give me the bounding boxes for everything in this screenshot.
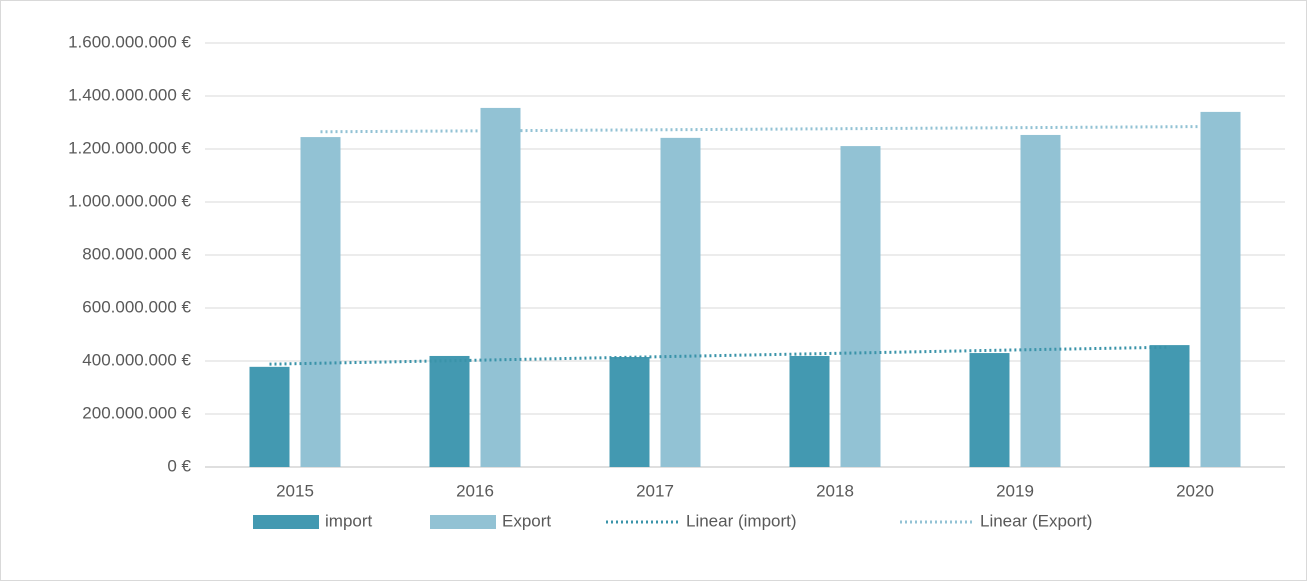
bar <box>660 137 701 467</box>
x-tick-label: 2019 <box>996 481 1034 500</box>
bar <box>1200 111 1241 468</box>
bar <box>1020 134 1061 467</box>
legend-label: Linear (import) <box>686 511 797 530</box>
bar <box>249 366 290 467</box>
bar <box>1149 345 1190 467</box>
x-tick-label: 2016 <box>456 481 494 500</box>
y-tick-label: 1.200.000.000 € <box>68 138 191 157</box>
legend-swatch <box>430 515 496 529</box>
bar <box>969 353 1010 467</box>
bar <box>609 357 650 467</box>
x-tick-label: 2018 <box>816 481 854 500</box>
y-tick-label: 1.400.000.000 € <box>68 85 191 104</box>
x-tick-label: 2017 <box>636 481 674 500</box>
legend-swatch <box>253 515 319 529</box>
x-tick-label: 2015 <box>276 481 314 500</box>
bar <box>300 137 341 467</box>
legend-label: Linear (Export) <box>980 511 1092 530</box>
trend-line <box>269 345 1170 366</box>
y-tick-label: 1.600.000.000 € <box>68 32 191 51</box>
y-tick-label: 200.000.000 € <box>82 403 191 422</box>
legend-label: Export <box>502 511 551 530</box>
legend-label: import <box>325 511 373 530</box>
trend-line <box>320 124 1221 134</box>
bar <box>789 355 830 467</box>
y-tick-label: 600.000.000 € <box>82 297 191 316</box>
bar <box>840 146 881 467</box>
y-tick-label: 0 € <box>167 456 191 475</box>
bar <box>480 107 521 468</box>
x-tick-label: 2020 <box>1176 481 1214 500</box>
y-tick-label: 800.000.000 € <box>82 244 191 263</box>
bar <box>429 355 470 467</box>
y-tick-label: 1.000.000.000 € <box>68 191 191 210</box>
y-tick-label: 400.000.000 € <box>82 350 191 369</box>
